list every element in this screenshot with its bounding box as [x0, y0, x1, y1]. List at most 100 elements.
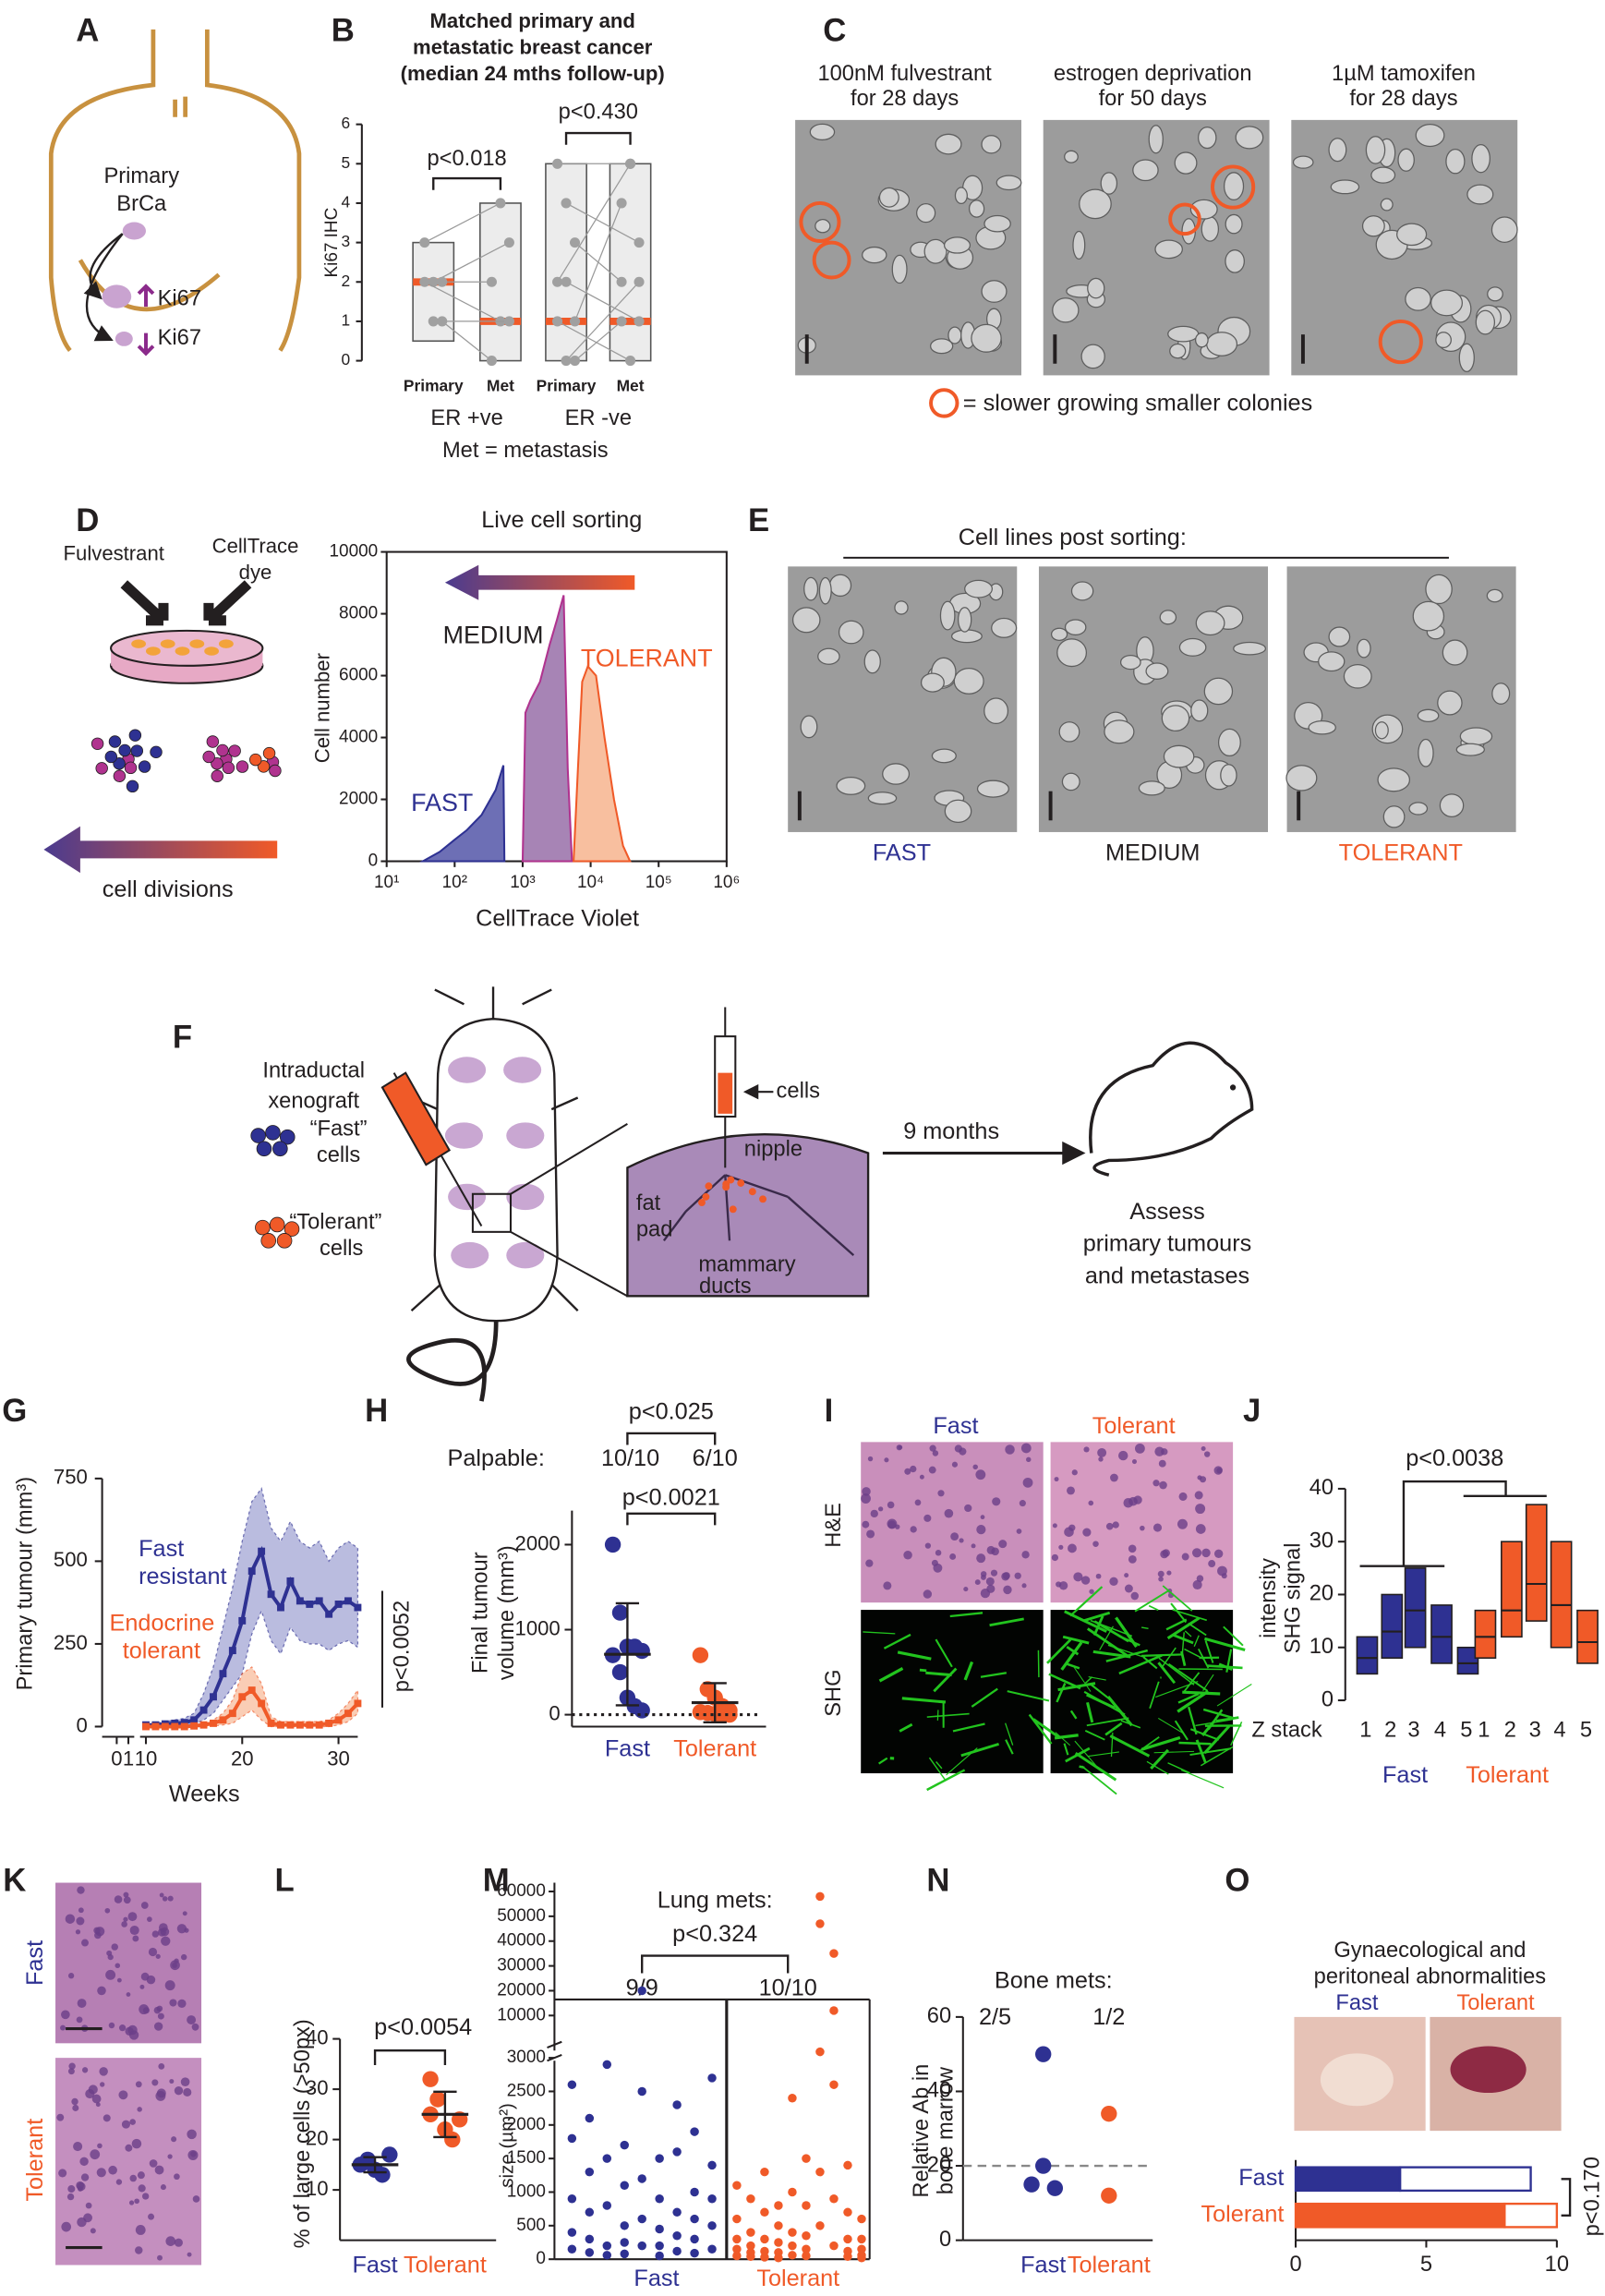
- nucleus: [65, 1914, 76, 1924]
- cell: [1072, 230, 1086, 260]
- nucleus: [160, 2184, 166, 2191]
- nucleus: [158, 2062, 165, 2070]
- fibre: [1150, 1748, 1170, 1770]
- y-axis-label: bone marrow: [935, 2066, 959, 2194]
- nucleus: [169, 2079, 175, 2085]
- panel-label: G: [2, 1394, 27, 1429]
- nucleus: [128, 2200, 135, 2205]
- nucleus: [137, 2107, 142, 2112]
- nucleus: [862, 1487, 871, 1496]
- cell: [705, 1182, 713, 1190]
- cell: [984, 697, 1009, 725]
- fibre: [935, 1761, 943, 1770]
- nucleus: [1194, 1491, 1203, 1500]
- fibre: [1161, 1647, 1177, 1668]
- bracket: [626, 1512, 717, 1526]
- fibre: [899, 1722, 913, 1733]
- point: [802, 2230, 811, 2241]
- point: [634, 237, 645, 248]
- fibre: [901, 1697, 947, 1704]
- point: [690, 2214, 699, 2224]
- panel-label: A: [76, 13, 99, 48]
- cell: [1079, 188, 1112, 220]
- mammary-gland: [444, 1122, 483, 1149]
- cell: [1194, 332, 1209, 348]
- fibre: [1104, 1722, 1123, 1736]
- point: [843, 2207, 852, 2217]
- nucleus: [137, 2171, 145, 2180]
- nucleus: [1051, 1553, 1059, 1562]
- marker: [247, 1686, 256, 1695]
- nucleus: [1161, 1448, 1168, 1456]
- pair-line: [574, 320, 622, 362]
- y-tick-label: 750: [54, 1466, 88, 1489]
- fibre: [919, 1668, 927, 1673]
- nucleus: [1089, 1589, 1094, 1594]
- point: [857, 2214, 866, 2224]
- mouse-silhouette: [1089, 1041, 1254, 1177]
- label: FAST: [873, 840, 931, 865]
- fibre: [1141, 1626, 1149, 1630]
- nucleus: [950, 1532, 959, 1541]
- nucleus: [177, 1999, 187, 2008]
- nucleus: [162, 1896, 168, 1902]
- point: [707, 2194, 717, 2204]
- fibre: [1184, 1630, 1192, 1637]
- nucleus: [171, 2136, 177, 2143]
- cell: [964, 579, 993, 598]
- x-tick-label: 10: [135, 1747, 158, 1770]
- cell: [228, 744, 241, 757]
- panel-label: J: [1243, 1394, 1261, 1429]
- nucleus: [182, 1911, 187, 1916]
- point: [732, 2234, 742, 2244]
- fibre: [1069, 1586, 1104, 1617]
- point: [637, 2086, 646, 2097]
- nucleus: [971, 1543, 976, 1549]
- nucleus: [1140, 1525, 1145, 1531]
- fibre: [1177, 1693, 1200, 1704]
- fibre: [1118, 1635, 1140, 1647]
- point: [829, 2006, 839, 2015]
- point: [419, 276, 430, 287]
- cell: [1145, 662, 1169, 680]
- cell: [265, 1125, 281, 1141]
- y-axis-label: Primary tumour (mm³): [14, 1477, 38, 1691]
- nucleus: [1016, 1529, 1022, 1534]
- mouse-limbs: [410, 986, 579, 1312]
- y-axis-label: Relative Ab in: [910, 2064, 934, 2198]
- point: [707, 2244, 717, 2254]
- label: Fast: [1335, 1991, 1378, 2015]
- fibre: [1032, 1718, 1061, 1739]
- marker: [315, 1597, 323, 1605]
- cell: [1445, 148, 1466, 175]
- fibre: [1134, 1589, 1170, 1613]
- tumour: [115, 331, 133, 346]
- nucleus: [79, 2157, 89, 2167]
- cell: [1330, 179, 1360, 195]
- fibre: [1056, 1682, 1067, 1703]
- panel-label: M: [483, 1864, 510, 1899]
- nucleus: [1197, 1475, 1202, 1480]
- point: [655, 2241, 664, 2251]
- point: [690, 2127, 699, 2136]
- nucleus: [944, 1508, 954, 1518]
- cell: [815, 219, 831, 234]
- point: [707, 2221, 717, 2230]
- up-arrow: [137, 284, 155, 308]
- marker: [334, 1716, 343, 1724]
- nucleus: [1068, 1543, 1077, 1553]
- point: [746, 2228, 755, 2237]
- nucleus: [165, 2236, 176, 2246]
- nucleus: [192, 2195, 200, 2203]
- gradient-arrow: [43, 826, 278, 874]
- nucleus: [100, 2082, 105, 2087]
- cell: [702, 1192, 710, 1201]
- cell: [935, 133, 962, 155]
- fibre: [1109, 1734, 1151, 1758]
- highlight-circle: [1378, 319, 1423, 365]
- group-label: Fast: [634, 2266, 679, 2291]
- fibre: [1203, 1724, 1231, 1755]
- cell: [1061, 772, 1080, 792]
- y-axis-label: SHG signal: [1282, 1543, 1306, 1654]
